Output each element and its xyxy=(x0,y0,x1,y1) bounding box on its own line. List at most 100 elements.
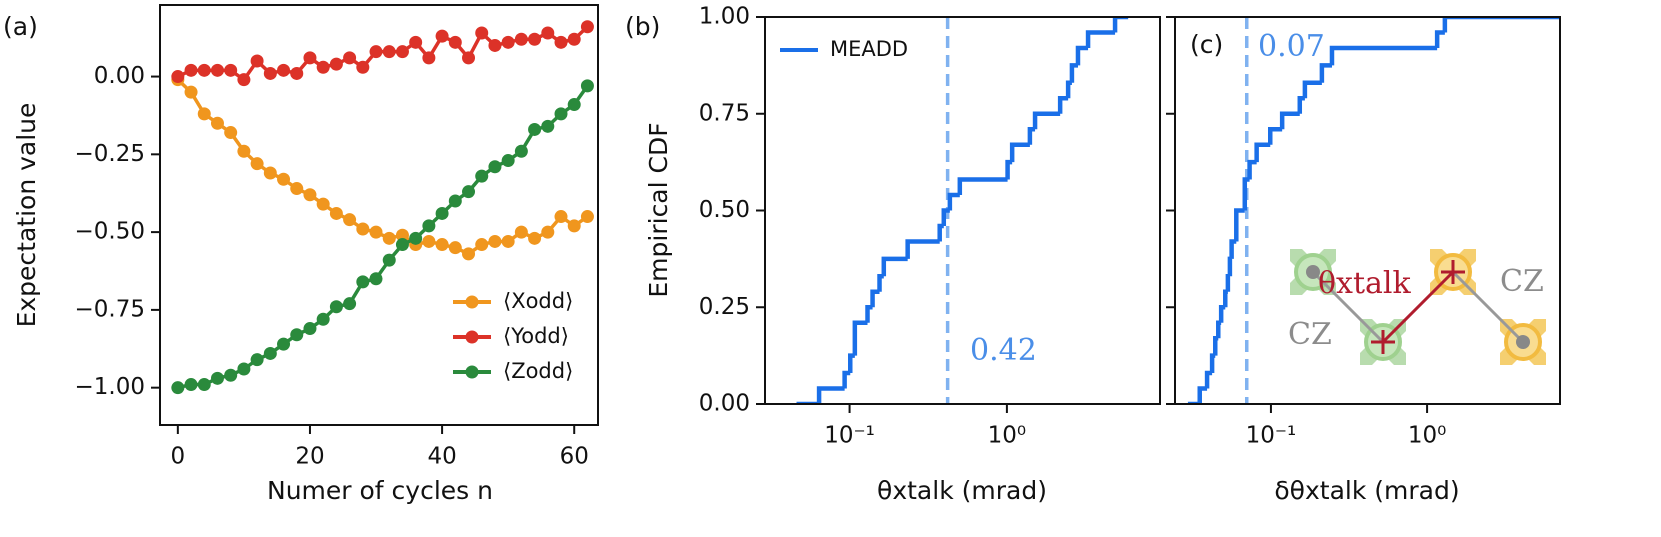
marker xyxy=(554,35,568,49)
marker xyxy=(356,275,370,289)
step xyxy=(848,353,855,374)
marker xyxy=(316,197,330,211)
marker xyxy=(488,234,502,248)
step xyxy=(881,256,908,277)
x-axis-label: δθxtalk (mrad) xyxy=(1274,476,1459,505)
marker xyxy=(224,368,238,382)
marker xyxy=(197,63,211,77)
step xyxy=(1268,126,1283,145)
step xyxy=(1442,17,1560,33)
marker xyxy=(580,20,594,34)
marker xyxy=(580,210,594,224)
step xyxy=(1197,386,1208,404)
marker xyxy=(250,157,264,171)
step xyxy=(1247,159,1257,180)
step xyxy=(1005,159,1013,180)
plot-area xyxy=(796,17,1129,404)
step xyxy=(1234,208,1245,242)
marker xyxy=(475,26,489,40)
legend-label: ⟨Yodd⟩ xyxy=(503,324,569,348)
marker xyxy=(462,247,476,261)
step xyxy=(1218,305,1226,323)
step xyxy=(1075,45,1089,66)
step xyxy=(1057,96,1069,114)
reference-label: 0.42 xyxy=(970,333,1037,368)
marker xyxy=(435,29,449,43)
marker xyxy=(171,70,185,84)
x-tick-label: 20 xyxy=(295,444,324,470)
marker xyxy=(210,371,224,385)
marker xyxy=(567,219,581,233)
marker xyxy=(541,119,555,133)
marker xyxy=(290,182,304,196)
step xyxy=(1229,239,1237,259)
legend-label: ⟨Xodd⟩ xyxy=(503,289,573,313)
step xyxy=(1216,320,1222,339)
legend-label: ⟨Zodd⟩ xyxy=(503,359,573,383)
marker xyxy=(514,32,528,46)
x-tick-label: 10⁻¹ xyxy=(1246,423,1297,449)
marker xyxy=(316,60,330,74)
y-tick-label: 1.00 xyxy=(699,4,750,30)
step xyxy=(1027,126,1036,145)
marker xyxy=(422,234,436,248)
marker xyxy=(448,35,462,49)
plus xyxy=(1371,260,1465,354)
marker xyxy=(250,54,264,68)
x-tick-label: 10⁰ xyxy=(1408,423,1447,449)
legend-marker xyxy=(465,295,479,309)
marker xyxy=(475,238,489,252)
marker xyxy=(462,185,476,199)
step xyxy=(865,305,873,323)
step xyxy=(1279,111,1300,130)
marker xyxy=(541,26,555,40)
marker xyxy=(329,206,343,220)
step xyxy=(842,370,851,389)
axes-frame xyxy=(159,4,599,426)
x-tick-label: 60 xyxy=(560,444,589,470)
marker xyxy=(369,272,383,286)
y-axis-label: Empirical CDF xyxy=(644,122,673,297)
legend-label: MEADD xyxy=(830,37,908,61)
marker xyxy=(263,346,277,360)
step xyxy=(1085,30,1116,48)
marker xyxy=(501,154,515,168)
legend-marker xyxy=(465,330,479,344)
marker xyxy=(303,51,317,65)
marker xyxy=(395,238,409,252)
marker xyxy=(329,57,343,71)
marker xyxy=(567,98,581,112)
x-axis-label: Numer of cycles n xyxy=(267,476,493,505)
marker xyxy=(210,116,224,130)
link xyxy=(1381,270,1455,344)
marker xyxy=(303,188,317,202)
marker xyxy=(435,238,449,252)
marker xyxy=(567,32,581,46)
y-tick-label: 0.25 xyxy=(699,294,750,320)
marker xyxy=(277,172,291,186)
marker xyxy=(528,122,542,136)
marker xyxy=(462,51,476,65)
y-tick-label: 0.75 xyxy=(699,100,750,126)
step xyxy=(1254,142,1271,163)
step xyxy=(947,192,960,211)
y-tick-label: −0.25 xyxy=(75,141,145,167)
marker xyxy=(475,169,489,183)
marker xyxy=(263,66,277,80)
y-tick-label: 0.00 xyxy=(94,63,145,89)
marker xyxy=(528,231,542,245)
marker xyxy=(409,35,423,49)
marker xyxy=(580,79,594,93)
y-tick-label: −0.75 xyxy=(75,296,145,322)
marker xyxy=(250,353,264,367)
step xyxy=(1069,63,1078,83)
y-tick-label: −1.00 xyxy=(75,374,145,400)
y-tick-label: 0.00 xyxy=(699,391,750,417)
step xyxy=(1319,63,1332,83)
panel-label: (b) xyxy=(625,12,660,41)
marker xyxy=(528,32,542,46)
step xyxy=(1112,17,1129,33)
link xyxy=(1311,270,1385,344)
plot-area xyxy=(171,20,594,395)
